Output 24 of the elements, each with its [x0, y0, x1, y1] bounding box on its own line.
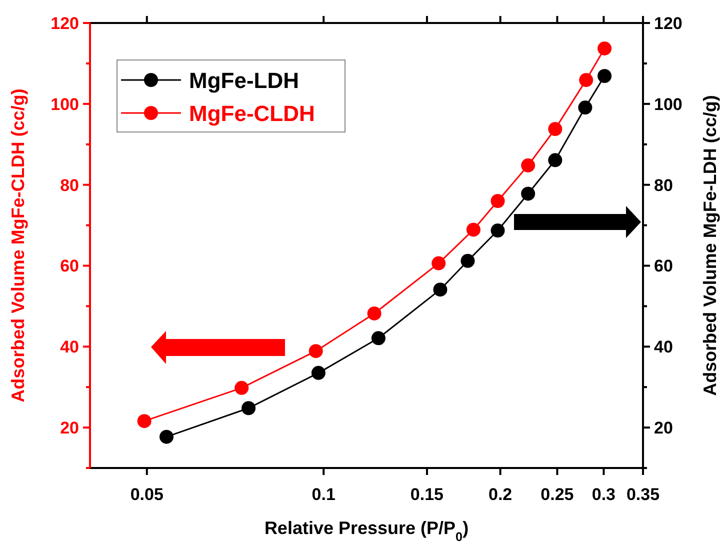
y-tick-label: 100 — [50, 94, 79, 114]
x-tick-label: 0.05 — [130, 485, 164, 504]
y-tick-label: 80 — [60, 176, 79, 195]
y-axis-title: Adsorbed Volume MgFe-CLDH (cc/g) — [8, 88, 28, 402]
x-tick-label: 0.15 — [410, 485, 444, 504]
y2-tick-label: 120 — [654, 14, 682, 33]
y2-tick-label: 100 — [654, 94, 682, 114]
y-tick-label: 60 — [60, 256, 79, 276]
y2-tick-label: 20 — [654, 418, 673, 438]
y-tick-label: 40 — [60, 338, 79, 357]
x-axis-title: Relative Pressure (P/P$_{0}$) — [264, 518, 469, 544]
y2-tick-label: 60 — [654, 256, 673, 276]
y-tick-label: 120 — [50, 14, 79, 33]
y2-axis-title: Adsorbed Volume MgFe-LDH (cc/g) — [700, 95, 720, 396]
x-tick-label: 0.25 — [540, 485, 574, 504]
legend-label: MgFe-CLDH — [189, 101, 315, 126]
y2-tick-label: 40 — [654, 338, 673, 357]
x-tick-label: 0.3 — [592, 485, 616, 504]
y-tick-label: 20 — [60, 418, 79, 438]
x-tick-label: 0.2 — [488, 485, 512, 504]
y2-tick-label: 80 — [654, 176, 673, 195]
legend-label: MgFe-LDH — [189, 68, 299, 93]
x-tick-label: 0.35 — [626, 485, 660, 504]
x-tick-label: 0.1 — [312, 485, 336, 504]
